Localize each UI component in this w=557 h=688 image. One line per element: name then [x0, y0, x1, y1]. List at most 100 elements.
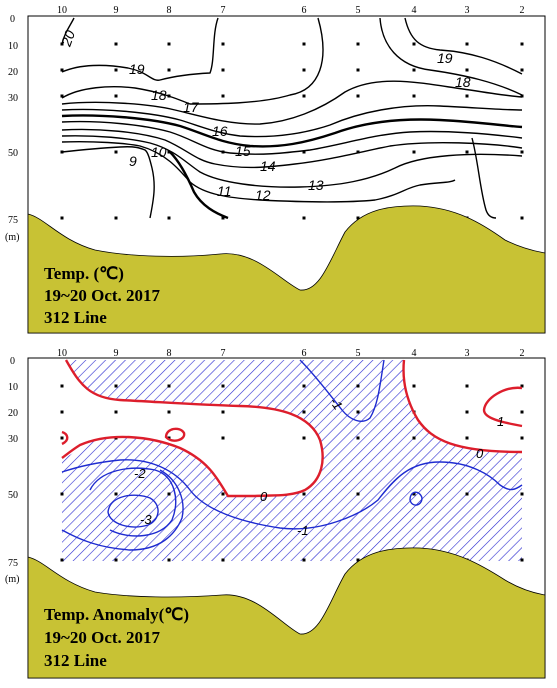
sample-point	[114, 68, 118, 72]
contour-small	[471, 137, 497, 219]
depth-label: 50	[8, 148, 18, 159]
sample-point	[356, 558, 360, 562]
contour-11	[169, 151, 229, 220]
sample-point	[221, 436, 225, 440]
depth-label: 0	[10, 356, 15, 367]
temperature-contours	[61, 17, 523, 220]
station-label: 3	[465, 5, 470, 16]
contour-18-right	[379, 17, 523, 96]
sample-point	[114, 558, 118, 562]
sample-point	[520, 150, 524, 154]
sample-point	[465, 492, 469, 496]
sample-point	[221, 410, 225, 414]
contour-label-16: 16	[212, 123, 228, 139]
sample-point	[221, 492, 225, 496]
x-tick-labels: 10 9 8 7 6 5 4 3 2	[57, 348, 525, 359]
contour-label-minus1: -1	[297, 523, 309, 538]
sample-point	[60, 410, 64, 414]
contour-minus1-top	[299, 359, 385, 422]
sample-point	[60, 492, 64, 496]
contour-label-11: 11	[217, 183, 232, 199]
contour-14	[61, 128, 523, 169]
sample-point	[60, 436, 64, 440]
contour-0-left-edge	[61, 430, 69, 446]
sample-point	[412, 492, 416, 496]
contour-label-20: 20	[57, 28, 78, 49]
sample-point	[356, 216, 360, 220]
sample-point	[465, 436, 469, 440]
sample-point	[302, 150, 306, 154]
title-line: Temp. (℃)	[44, 264, 124, 283]
depth-label: 30	[8, 93, 18, 104]
depth-label: 0	[10, 14, 15, 25]
contour-18-left	[61, 17, 324, 105]
contour-17	[61, 80, 523, 125]
sample-point	[520, 68, 524, 72]
sample-point	[114, 150, 118, 154]
contour-label-12: 12	[255, 187, 271, 203]
sample-point	[221, 42, 225, 46]
sample-point	[60, 558, 64, 562]
sample-point	[356, 384, 360, 388]
contour-label-minus3: -3	[140, 512, 152, 527]
station-label: 2	[520, 348, 525, 359]
title-line: 19~20 Oct. 2017	[44, 628, 161, 647]
anomaly-panel: 10 9 8 7 6 5 4 3 2 0 10 20 30 50 75 (m)	[5, 348, 546, 679]
contour-label-minus2: -2	[134, 466, 146, 481]
sample-point	[221, 94, 225, 98]
sample-point	[520, 216, 524, 220]
sample-point	[302, 492, 306, 496]
contour-label-13: 13	[308, 177, 324, 193]
sample-point	[60, 216, 64, 220]
station-label: 4	[412, 5, 417, 16]
title-line: Temp. Anomaly(℃)	[44, 605, 189, 624]
sample-point	[167, 384, 171, 388]
station-label: 10	[57, 5, 67, 16]
station-label: 8	[167, 348, 172, 359]
sample-point	[114, 216, 118, 220]
sample-point	[520, 94, 524, 98]
station-label: 7	[221, 5, 226, 16]
contour-label-19-right: 19	[437, 50, 453, 66]
station-label: 6	[302, 348, 307, 359]
contour-label-18-right: 18	[455, 74, 471, 90]
panel-title: Temp. (℃) 19~20 Oct. 2017 312 Line	[44, 264, 161, 327]
sample-point	[412, 150, 416, 154]
depth-label: 20	[8, 408, 18, 419]
station-label: 3	[465, 348, 470, 359]
title-line: 19~20 Oct. 2017	[44, 286, 161, 305]
station-label: 8	[167, 5, 172, 16]
sample-point	[465, 68, 469, 72]
sample-point	[412, 384, 416, 388]
sample-point	[167, 68, 171, 72]
contour-label-19: 19	[129, 61, 145, 77]
sample-point	[221, 558, 225, 562]
station-label: 6	[302, 5, 307, 16]
contour-0-main	[61, 359, 324, 498]
sample-point	[356, 150, 360, 154]
depth-label: 20	[8, 67, 18, 78]
depth-label: 10	[8, 41, 18, 52]
depth-label: 75	[8, 558, 18, 569]
contour-label-0-right: 0	[476, 446, 484, 461]
temperature-contour-labels: 20 19 18 17 16 15 14 13 12 11 10 9 19 18	[57, 28, 470, 203]
contour-19-left	[61, 17, 219, 81]
station-label: 9	[114, 5, 119, 16]
contour-15	[61, 120, 523, 155]
station-label: 2	[520, 5, 525, 16]
sample-point	[465, 150, 469, 154]
sample-point	[356, 94, 360, 98]
sample-point	[302, 68, 306, 72]
contour-label-14: 14	[260, 158, 276, 174]
contour-0-right	[402, 359, 523, 454]
sample-point	[167, 42, 171, 46]
x-tick-labels: 10 9 8 7 6 5 4 3 2	[57, 5, 525, 16]
contour-minus3	[107, 494, 159, 528]
panel-title: Temp. Anomaly(℃) 19~20 Oct. 2017 312 Lin…	[44, 605, 189, 670]
sample-point	[302, 94, 306, 98]
sample-point	[520, 410, 524, 414]
station-label: 4	[412, 348, 417, 359]
depth-label: 75	[8, 215, 18, 226]
sample-point	[356, 410, 360, 414]
